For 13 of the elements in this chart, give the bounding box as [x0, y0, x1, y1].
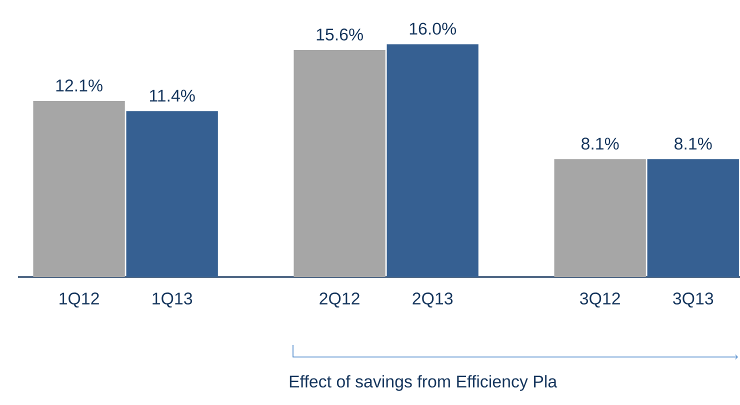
data-label: 12.1% — [56, 80, 102, 92]
data-label: 11.4% — [150, 90, 195, 102]
x-tick-label: 3Q13 — [673, 292, 714, 308]
x-tick-label: 1Q13 — [152, 292, 192, 308]
x-tick-label: 2Q13 — [412, 292, 453, 308]
data-label: 8.1% — [674, 138, 712, 150]
x-tick-label: 3Q12 — [580, 292, 620, 308]
data-label: 15.6% — [316, 28, 363, 41]
data-label: 8.1% — [582, 138, 619, 150]
text: Effect of savings from Efficiency Pla — [290, 375, 558, 391]
data-label: 16.0% — [410, 22, 456, 35]
x-tick-label: 1Q12 — [60, 292, 99, 308]
x-tick-label: 2Q12 — [320, 292, 360, 308]
